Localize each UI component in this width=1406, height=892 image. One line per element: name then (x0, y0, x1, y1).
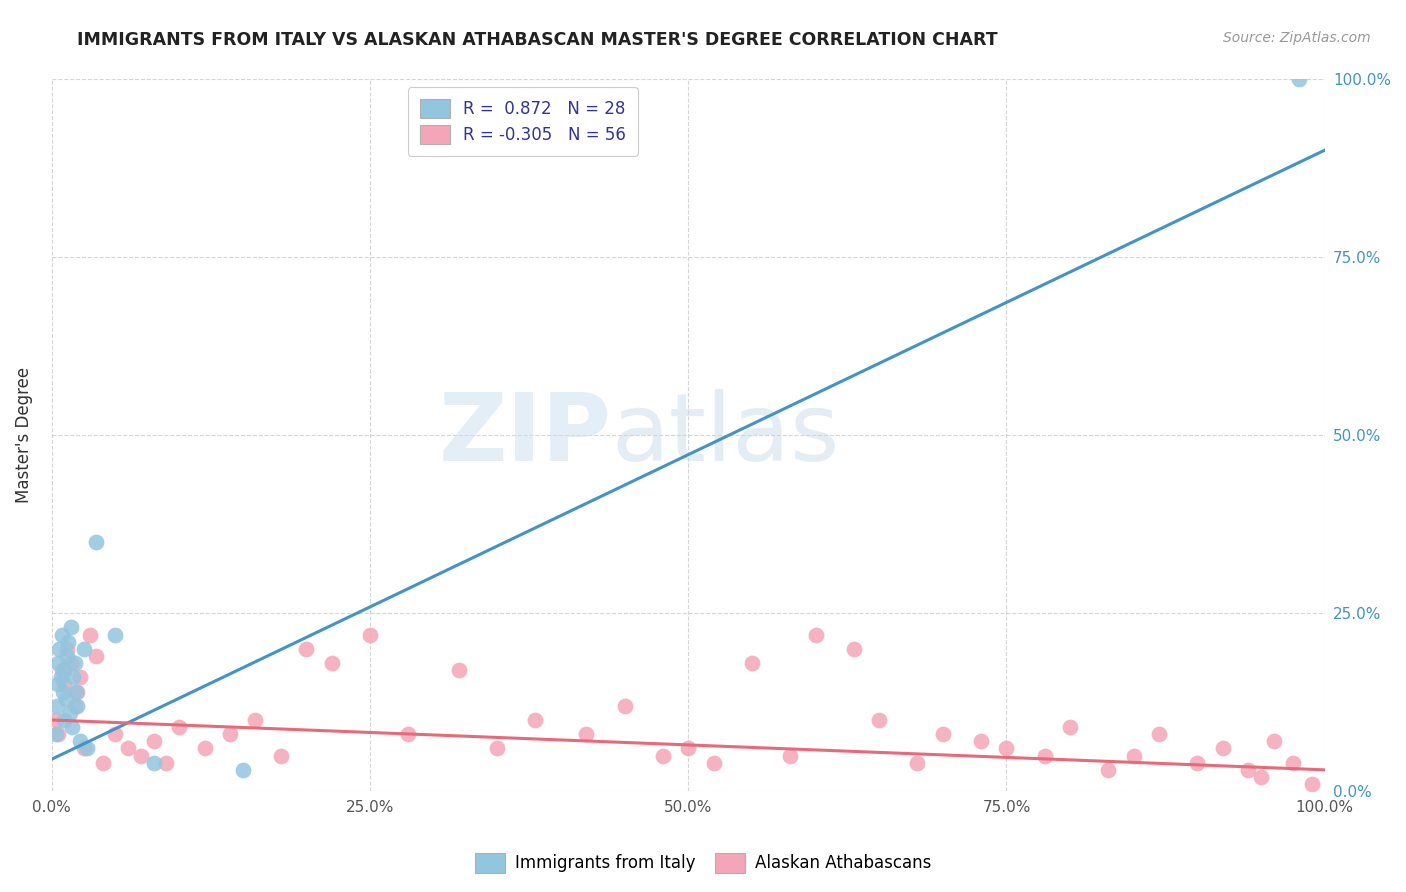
Text: Source: ZipAtlas.com: Source: ZipAtlas.com (1223, 31, 1371, 45)
Legend: Immigrants from Italy, Alaskan Athabascans: Immigrants from Italy, Alaskan Athabasca… (468, 847, 938, 880)
Point (1212, 741, 1234, 756)
Point (193, 741, 215, 756)
Point (703, 756, 725, 770)
Point (1282, 756, 1305, 770)
Point (1250, 770, 1272, 784)
Point (167, 720, 190, 734)
Point (932, 727, 955, 741)
Point (52, 684, 75, 698)
Point (58, 634, 80, 648)
Point (46, 656, 69, 670)
Point (72, 741, 94, 756)
Point (72, 641, 94, 656)
Legend: R =  0.872   N = 28, R = -0.305   N = 56: R = 0.872 N = 28, R = -0.305 N = 56 (408, 87, 637, 156)
Point (142, 756, 165, 770)
Point (1033, 748, 1056, 763)
Point (1187, 756, 1209, 770)
Point (69, 670, 91, 684)
Point (66, 684, 89, 698)
Point (232, 763, 254, 777)
Point (104, 727, 127, 741)
Point (56, 641, 79, 656)
Point (63, 656, 86, 670)
Point (69, 734, 91, 748)
Point (84, 648, 107, 663)
Point (45, 698, 67, 713)
Point (486, 741, 509, 756)
Point (449, 663, 471, 677)
Point (219, 727, 242, 741)
Point (270, 748, 292, 763)
Point (1263, 734, 1285, 748)
Point (129, 748, 152, 763)
Point (45, 727, 67, 741)
Point (55, 691, 77, 706)
Point (79, 627, 101, 641)
Point (46, 727, 69, 741)
Point (842, 641, 865, 656)
Point (359, 627, 381, 641)
Point (91, 756, 114, 770)
Text: ZIP: ZIP (439, 389, 612, 481)
Point (245, 713, 267, 727)
Point (49, 670, 72, 684)
Point (76, 741, 98, 756)
Point (46, 677, 69, 691)
Point (66, 698, 89, 713)
Point (53, 713, 76, 727)
Point (58, 706, 80, 720)
Point (1122, 748, 1144, 763)
Point (60, 720, 83, 734)
Point (613, 698, 636, 713)
Point (905, 756, 928, 770)
Point (1237, 763, 1260, 777)
Point (804, 627, 827, 641)
Point (524, 713, 547, 727)
Point (295, 641, 318, 656)
Point (651, 748, 673, 763)
Point (1147, 727, 1170, 741)
Point (104, 627, 127, 641)
Point (1097, 763, 1119, 777)
Point (995, 741, 1018, 756)
Point (575, 727, 598, 741)
Text: atlas: atlas (612, 389, 839, 481)
Point (59, 620, 82, 634)
Y-axis label: Master's Degree: Master's Degree (15, 367, 32, 503)
Point (741, 656, 763, 670)
Point (53, 663, 76, 677)
Point (45, 713, 67, 727)
Point (84, 535, 107, 549)
Point (155, 756, 177, 770)
Text: IMMIGRANTS FROM ITALY VS ALASKAN ATHABASCAN MASTER'S DEGREE CORRELATION CHART: IMMIGRANTS FROM ITALY VS ALASKAN ATHABAS… (77, 31, 998, 49)
Point (396, 727, 419, 741)
Point (63, 698, 86, 713)
Point (51, 663, 73, 677)
Point (48, 641, 70, 656)
Point (56, 648, 79, 663)
Point (142, 734, 165, 748)
Point (676, 741, 699, 756)
Point (1059, 720, 1081, 734)
Point (117, 741, 139, 756)
Point (1288, 72, 1310, 87)
Point (970, 734, 993, 748)
Point (868, 713, 890, 727)
Point (65, 684, 87, 698)
Point (321, 656, 343, 670)
Point (1301, 777, 1323, 791)
Point (779, 748, 801, 763)
Point (51, 627, 73, 641)
Point (53, 677, 76, 691)
Point (62, 670, 84, 684)
Point (59, 656, 82, 670)
